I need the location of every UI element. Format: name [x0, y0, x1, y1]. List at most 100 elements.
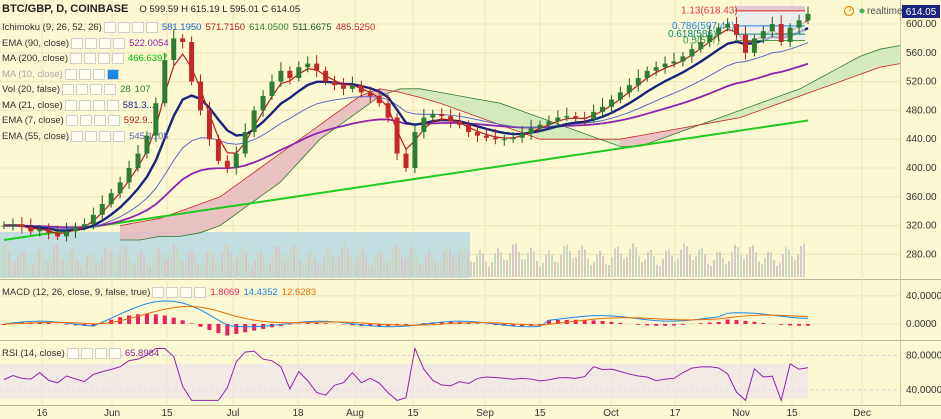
indicator-control-icon[interactable] [64, 99, 77, 111]
cloud-segment [140, 218, 160, 240]
indicator-control-icon[interactable] [112, 53, 124, 64]
indicator-control-icon[interactable] [85, 130, 98, 142]
indicator-control-icon[interactable] [152, 287, 165, 298]
indicator-control-icon[interactable] [62, 84, 75, 95]
indicator-control-icon[interactable] [64, 68, 77, 80]
time-tick-label: Aug [346, 408, 364, 419]
volume-bar [719, 251, 721, 277]
volume-bar [185, 259, 187, 277]
indicator-control-icon[interactable] [103, 22, 116, 33]
volume-bar [158, 247, 160, 277]
macd-hist-bar [654, 323, 659, 326]
volume-bar [329, 249, 331, 277]
candle-body [448, 116, 454, 122]
volume-bar [788, 249, 790, 277]
indicator-row[interactable]: MA (200, close) 466.6397 [2, 53, 168, 64]
indicator-control-icon[interactable] [84, 53, 96, 64]
volume-bar [161, 252, 163, 277]
indicator-control-icon[interactable] [94, 348, 107, 359]
indicator-control-icon[interactable] [79, 115, 92, 126]
candle-body [28, 227, 34, 232]
volume-bar [257, 253, 259, 277]
candle-body [421, 117, 427, 132]
candle-body [698, 42, 704, 50]
volume-bar [464, 244, 466, 277]
candle-body [37, 229, 43, 232]
indicator-control-icon[interactable] [106, 99, 119, 111]
indicator-control-icon[interactable] [85, 37, 98, 49]
indicator-control-icon[interactable] [80, 348, 93, 359]
macd-hist-bar [404, 323, 408, 325]
volume-bar [419, 264, 421, 277]
candle-body [546, 121, 552, 125]
volume-bar [461, 245, 463, 277]
indicator-control-icon[interactable] [166, 287, 179, 298]
indicator-control-icon[interactable] [78, 99, 91, 111]
indicator-name: EMA (7, close) [2, 115, 64, 127]
indicator-control-icon[interactable] [194, 287, 207, 298]
volume-bar [458, 252, 460, 277]
volume-bar [47, 261, 49, 277]
indicator-control-icon[interactable] [92, 68, 105, 80]
symbol-title[interactable]: BTC/GBP, D, COINBASE [2, 3, 129, 15]
indicator-control-icon[interactable] [113, 37, 126, 49]
indicator-control-icon[interactable] [104, 84, 117, 95]
indicator-control-icon[interactable] [71, 130, 84, 142]
volume-bar [467, 253, 469, 277]
volume-bar [32, 264, 34, 277]
indicator-control-icon[interactable] [145, 22, 158, 33]
clock-icon[interactable] [843, 5, 855, 17]
volume-bar [701, 247, 703, 277]
indicator-value: 12.6283 [281, 287, 317, 299]
volume-bar [740, 254, 742, 277]
candle-body [358, 85, 364, 93]
volume-bar [497, 248, 499, 277]
cloud-segment [400, 88, 420, 98]
indicator-value: 614.0500 [249, 22, 289, 34]
cloud-segment [120, 222, 140, 240]
volume-bar [305, 259, 307, 277]
volume-bar [389, 257, 391, 277]
indicator-control-icon[interactable] [93, 115, 106, 126]
volume-bar [422, 264, 424, 277]
indicator-control-icon[interactable] [65, 115, 78, 126]
indicator-control-icon[interactable] [70, 53, 82, 64]
volume-bar [14, 262, 16, 277]
indicator-row[interactable]: EMA (90, close) 522.0054 [2, 37, 169, 49]
macd-hist-bar [538, 323, 542, 326]
indicator-control-icon[interactable] [71, 37, 84, 49]
indicator-row[interactable]: EMA (7, close) 592.9... [2, 115, 155, 126]
indicator-control-icon[interactable] [117, 22, 130, 33]
volume-bar [692, 259, 694, 277]
indicator-control-icon[interactable] [78, 68, 91, 80]
indicator-name: MA (10, close) [2, 68, 63, 80]
candle-body [430, 114, 436, 118]
volume-bar [635, 247, 637, 277]
indicator-control-icon[interactable] [106, 68, 119, 80]
candle-body [608, 99, 614, 107]
indicator-row[interactable]: MA (10, close) [2, 68, 119, 80]
volume-bar [260, 251, 262, 277]
indicator-control-icon[interactable] [66, 348, 79, 359]
volume-bar [308, 252, 310, 277]
volume-bar [536, 261, 538, 277]
indicator-control-icon[interactable] [92, 99, 105, 111]
indicator-row[interactable]: Vol (20, false) 28 107 [2, 84, 151, 95]
indicator-control-icon[interactable] [131, 22, 144, 33]
indicator-control-icon[interactable] [180, 287, 193, 298]
indicator-control-icon[interactable] [108, 348, 121, 359]
indicator-control-icon[interactable] [107, 115, 120, 126]
indicator-control-icon[interactable] [99, 130, 112, 142]
indicator-row[interactable]: Ichimoku (9, 26, 52, 26) 581.1950 571.7150… [2, 22, 375, 33]
macd-legend: MACD (12, 26, close, 9, false, true) 1.80… [2, 287, 316, 298]
indicator-row[interactable]: MA (21, close) 581.3... [2, 99, 154, 111]
candle-body [394, 117, 400, 154]
indicator-control-icon[interactable] [98, 53, 110, 64]
indicator-row[interactable]: EMA (55, close) 545.1..05 [2, 130, 169, 142]
indicator-control-icon[interactable] [76, 84, 89, 95]
volume-bar [527, 252, 529, 277]
indicator-control-icon[interactable] [113, 130, 126, 142]
indicator-control-icon[interactable] [99, 37, 112, 49]
indicator-control-icon[interactable] [90, 84, 103, 95]
